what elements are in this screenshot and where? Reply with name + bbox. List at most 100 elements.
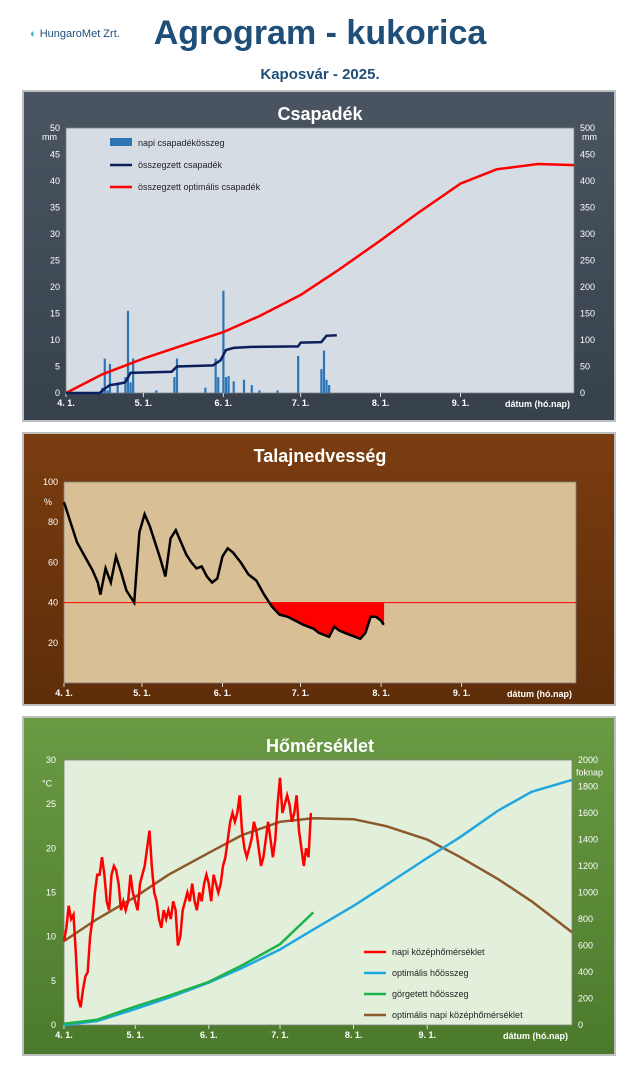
x-tick-label: 7. 1. — [292, 688, 310, 698]
y-tick-label-right: 300 — [580, 229, 595, 239]
precip-bar — [328, 385, 331, 393]
precip-bar — [129, 382, 132, 393]
legend-label: optimális hőösszeg — [392, 968, 469, 978]
y-tick-label-left: 35 — [50, 203, 60, 213]
precip-bar — [276, 390, 279, 393]
y-axis-label-left: mm — [42, 132, 57, 142]
y-tick-label-left: 5 — [51, 976, 56, 986]
y-tick-label-right: 450 — [580, 150, 595, 160]
precip-bar — [108, 363, 112, 393]
y-tick-label-right: 400 — [580, 176, 595, 186]
precip-bar — [103, 358, 106, 393]
precip-bar — [214, 358, 217, 393]
y-tick-label-left: 45 — [50, 150, 60, 160]
y-tick-label-left: 25 — [50, 256, 60, 266]
precip-bar — [242, 379, 246, 393]
precip-bar — [227, 376, 230, 393]
y-tick-label: 60 — [48, 557, 58, 567]
y-tick-label-right: 1400 — [578, 835, 598, 845]
y-tick-label-right: 1800 — [578, 782, 598, 792]
y-tick-label-left: 40 — [50, 176, 60, 186]
x-tick-label: 6. 1. — [215, 398, 233, 408]
precip-bar — [204, 387, 207, 393]
y-tick-label-left: 20 — [50, 282, 60, 292]
page-subtitle: Kaposvár - 2025. — [260, 66, 380, 83]
y-tick-label-right: 1200 — [578, 861, 598, 871]
precip-bar — [132, 358, 135, 393]
x-axis-label: dátum (hó.nap) — [507, 689, 572, 699]
precip-bar — [175, 358, 179, 393]
y-tick-label-left: 0 — [51, 1020, 56, 1030]
y-tick-label-left: 10 — [46, 932, 56, 942]
x-tick-label: 9. 1. — [418, 1030, 436, 1040]
legend-swatch-bars — [110, 138, 132, 146]
precip-bar — [217, 377, 220, 393]
rolling-heat-sum-line — [63, 911, 315, 1025]
y-tick-label-right: 200 — [580, 282, 595, 292]
y-tick-label-right: 500 — [580, 123, 595, 133]
x-axis-label: dátum (hó.nap) — [505, 399, 570, 409]
precip-bar — [297, 355, 300, 393]
precip-bar — [155, 390, 158, 393]
y-tick-label-right: 0 — [580, 388, 585, 398]
y-tick-label-left: 50 — [50, 123, 60, 133]
precip-bar — [173, 377, 176, 393]
optimal-daily-temp-line — [63, 817, 573, 943]
optimal-heat-sum-line — [63, 778, 573, 1027]
y-tick-label: 40 — [48, 598, 58, 608]
soil-moisture-line — [62, 501, 385, 641]
y-tick-label: 100 — [43, 477, 58, 487]
y-tick-label-left: 15 — [50, 309, 60, 319]
x-tick-label: 8. 1. — [345, 1030, 363, 1040]
page-title: Agrogram - kukorica — [153, 14, 487, 52]
precip-bar — [222, 290, 225, 393]
precip-bar — [325, 379, 328, 393]
legend-label: összegzett csapadék — [138, 160, 223, 170]
y-tick-label-right: 400 — [578, 967, 593, 977]
y-tick-label-right: 100 — [580, 335, 595, 345]
precip-bar — [106, 390, 109, 393]
precip-bar — [224, 377, 228, 393]
y-tick-label-right: 1600 — [578, 808, 598, 818]
x-tick-label: 7. 1. — [271, 1030, 289, 1040]
x-tick-label: 5. 1. — [135, 398, 153, 408]
y-tick-label-right: 50 — [580, 362, 590, 372]
y-tick-label-left: 10 — [50, 335, 60, 345]
precip-bar — [124, 377, 127, 393]
cumulative-precip-line — [66, 333, 337, 395]
precip-bar — [250, 385, 253, 393]
legend-label: optimális napi középhőmérséklet — [392, 1010, 523, 1020]
legend-label: napi középhőmérséklet — [392, 947, 485, 957]
x-tick-label: 8. 1. — [372, 398, 390, 408]
chart-title: Csapadék — [277, 104, 363, 124]
y-tick-label-left: 30 — [46, 755, 56, 765]
x-tick-label: 6. 1. — [214, 688, 232, 698]
logo-text: HungaroMet Zrt. — [39, 28, 120, 40]
y-tick-label-left: 30 — [50, 229, 60, 239]
y-tick-label-left: 0 — [55, 388, 60, 398]
legend-label: görgetett hőösszeg — [392, 989, 469, 999]
plot-area — [63, 759, 573, 1026]
y-tick-label-right: 350 — [580, 203, 595, 213]
y-tick-label-right: 200 — [578, 994, 593, 1004]
y-tick-label-right: 1000 — [578, 888, 598, 898]
y-axis-label-left: °C — [42, 779, 53, 789]
y-tick-label-left: 20 — [46, 843, 56, 853]
x-tick-label: 7. 1. — [292, 398, 310, 408]
x-tick-label: 8. 1. — [372, 688, 390, 698]
precip-bar — [126, 310, 130, 393]
logo: ◐ HungaroMet Zrt. — [30, 28, 120, 40]
y-tick-label-right: 600 — [578, 941, 593, 951]
daily-mean-temp-line — [62, 777, 313, 1008]
precip-bar — [116, 382, 119, 393]
y-axis-label-right: mm — [582, 132, 597, 142]
precip-bar — [258, 390, 261, 393]
y-axis-label: % — [44, 497, 52, 507]
optimal-precip-line — [65, 162, 575, 395]
plot-area — [63, 481, 577, 684]
chart-title: Hőmérséklet — [266, 736, 374, 756]
y-axis-label-right: foknap — [576, 767, 603, 777]
y-tick-label-right: 800 — [578, 914, 593, 924]
x-axis-label: dátum (hó.nap) — [503, 1031, 568, 1041]
